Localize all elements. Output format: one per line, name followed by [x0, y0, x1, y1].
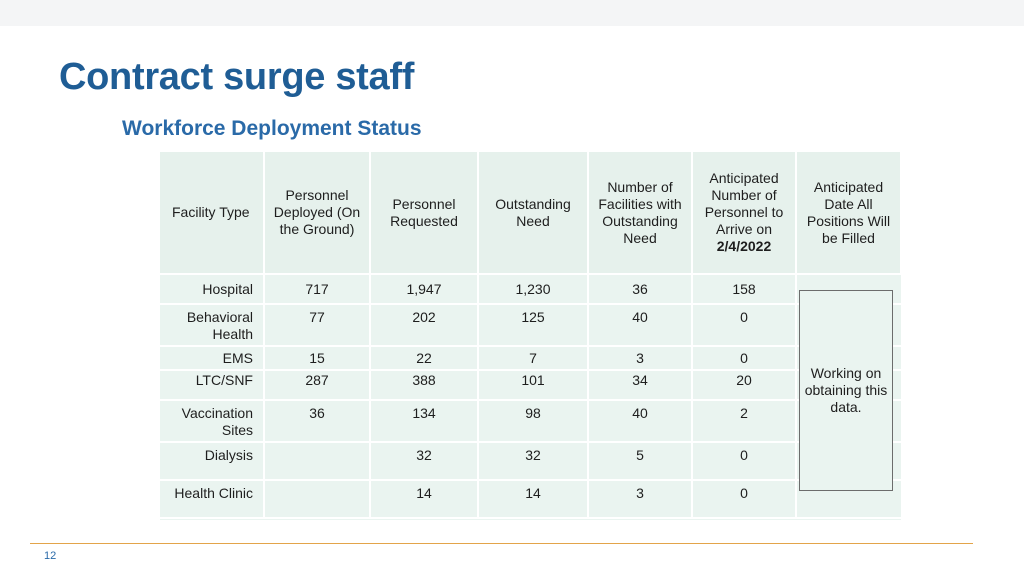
- cell-requested: 14: [370, 480, 479, 519]
- header-facilities-outstanding: Number of Facilities with Outstanding Ne…: [588, 152, 693, 275]
- cell-deployed: 717: [264, 274, 371, 305]
- table-title: Workforce Deployment Status: [122, 117, 422, 140]
- header-anticipated-fill-date: Anticipated Date All Positions Will be F…: [796, 152, 902, 275]
- header-anticipated-arrivals-label: Anticipated Number of Personnel to Arriv…: [704, 170, 784, 237]
- table-row: EMS 15 22 7 3 0: [160, 346, 901, 371]
- cell-facility: Vaccination Sites: [160, 400, 265, 443]
- cell-facilities: 3: [588, 346, 693, 371]
- table-row: Vaccination Sites 36 134 98 40 2: [160, 400, 901, 443]
- table-header-row: Facility Type Personnel Deployed (On the…: [160, 152, 902, 275]
- cell-outstanding: 101: [478, 370, 589, 401]
- cell-facility: EMS: [160, 346, 265, 371]
- page-number: 12: [44, 550, 57, 562]
- cell-deployed: [264, 442, 371, 481]
- table-row: Dialysis 32 32 5 0: [160, 442, 901, 481]
- cell-deployed: 287: [264, 370, 371, 401]
- cell-deployed: 15: [264, 346, 371, 371]
- slide-title: Contract surge staff: [59, 56, 415, 98]
- cell-outstanding: 125: [478, 304, 589, 347]
- fill-date-note: Working on obtaining this data.: [799, 290, 893, 491]
- deployment-table: Facility Type Personnel Deployed (On the…: [160, 152, 902, 519]
- header-anticipated-arrivals: Anticipated Number of Personnel to Arriv…: [692, 152, 797, 275]
- table-row: LTC/SNF 287 388 101 34 20: [160, 370, 901, 401]
- cell-requested: 22: [370, 346, 479, 371]
- cell-facilities: 40: [588, 400, 693, 443]
- top-band: [0, 0, 1024, 26]
- cell-outstanding: 14: [478, 480, 589, 519]
- cell-requested: 202: [370, 304, 479, 347]
- cell-facility: Behavioral Health: [160, 304, 265, 347]
- table-row: Hospital 717 1,947 1,230 36 158: [160, 274, 901, 305]
- table-row: Health Clinic 14 14 3 0: [160, 480, 901, 519]
- cell-requested: 32: [370, 442, 479, 481]
- cell-deployed: 77: [264, 304, 371, 347]
- cell-outstanding: 32: [478, 442, 589, 481]
- cell-arriving: 158: [692, 274, 797, 305]
- cell-facilities: 5: [588, 442, 693, 481]
- cell-deployed: [264, 480, 371, 519]
- cell-facility: Health Clinic: [160, 480, 265, 519]
- cell-facilities: 40: [588, 304, 693, 347]
- cell-requested: 1,947: [370, 274, 479, 305]
- cell-arriving: 2: [692, 400, 797, 443]
- footer-divider: [30, 543, 973, 544]
- cell-facility: LTC/SNF: [160, 370, 265, 401]
- table-row: Behavioral Health 77 202 125 40 0: [160, 304, 901, 347]
- cell-requested: 134: [370, 400, 479, 443]
- cell-deployed: 36: [264, 400, 371, 443]
- cell-arriving: 20: [692, 370, 797, 401]
- cell-arriving: 0: [692, 304, 797, 347]
- deployment-table-container: Facility Type Personnel Deployed (On the…: [160, 152, 902, 520]
- header-personnel-requested: Personnel Requested: [370, 152, 479, 275]
- cell-facility: Hospital: [160, 274, 265, 305]
- header-outstanding-need: Outstanding Need: [478, 152, 589, 275]
- cell-outstanding: 1,230: [478, 274, 589, 305]
- header-arrival-date: 2/4/2022: [716, 238, 772, 254]
- cell-arriving: 0: [692, 480, 797, 519]
- cell-arriving: 0: [692, 442, 797, 481]
- cell-arriving: 0: [692, 346, 797, 371]
- header-facility-type: Facility Type: [160, 152, 265, 275]
- cell-requested: 388: [370, 370, 479, 401]
- header-personnel-deployed: Personnel Deployed (On the Ground): [264, 152, 371, 275]
- cell-facilities: 34: [588, 370, 693, 401]
- cell-facilities: 36: [588, 274, 693, 305]
- cell-facility: Dialysis: [160, 442, 265, 481]
- cell-outstanding: 98: [478, 400, 589, 443]
- cell-facilities: 3: [588, 480, 693, 519]
- cell-outstanding: 7: [478, 346, 589, 371]
